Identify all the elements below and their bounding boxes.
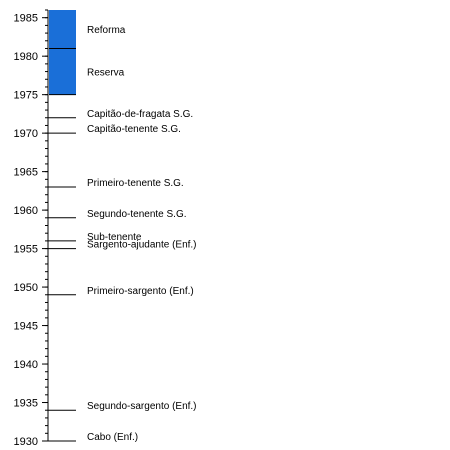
event-label: Capitão-de-fragata S.G.: [87, 109, 193, 120]
event-label: Sargento-ajudante (Enf.): [87, 240, 197, 251]
tick-label: 1935: [14, 398, 38, 410]
event-label: Segundo-sargento (Enf.): [87, 401, 197, 412]
tick-label: 1960: [14, 205, 38, 217]
rank-events: Cabo (Enf.) Segundo-sargento (Enf.) Primei…: [48, 109, 197, 443]
tick-label: 1930: [14, 436, 38, 448]
event-label: Segundo-tenente S.G.: [87, 209, 187, 220]
tick-label: 1940: [14, 359, 38, 371]
tick-label: 1945: [14, 321, 38, 333]
tick-label: 1965: [14, 167, 38, 179]
year-axis: 1930 1935 1940 1945 1950 1955 1960 1965 1970 1975…: [14, 9, 49, 448]
tick-label: 1980: [14, 51, 38, 63]
period-label: Reserva: [87, 68, 125, 79]
period-bar: [49, 48, 76, 95]
event-label: Primeiro-sargento (Enf.): [87, 286, 194, 297]
tick-label: 1975: [14, 90, 38, 102]
event-label: Capitão-tenente S.G.: [87, 124, 181, 135]
tick-label: 1985: [14, 13, 38, 25]
tick-label: 1955: [14, 244, 38, 256]
period-label: Reforma: [87, 25, 126, 36]
tick-label: 1970: [14, 128, 38, 140]
event-label: Sub-tenente: [87, 232, 142, 243]
event-label: Cabo (Enf.): [87, 432, 138, 443]
service-periods: Reserva Reforma: [49, 10, 126, 96]
period-bar: [49, 10, 76, 49]
event-label: Primeiro-tenente S.G.: [87, 178, 184, 189]
tick-label: 1950: [14, 282, 38, 294]
